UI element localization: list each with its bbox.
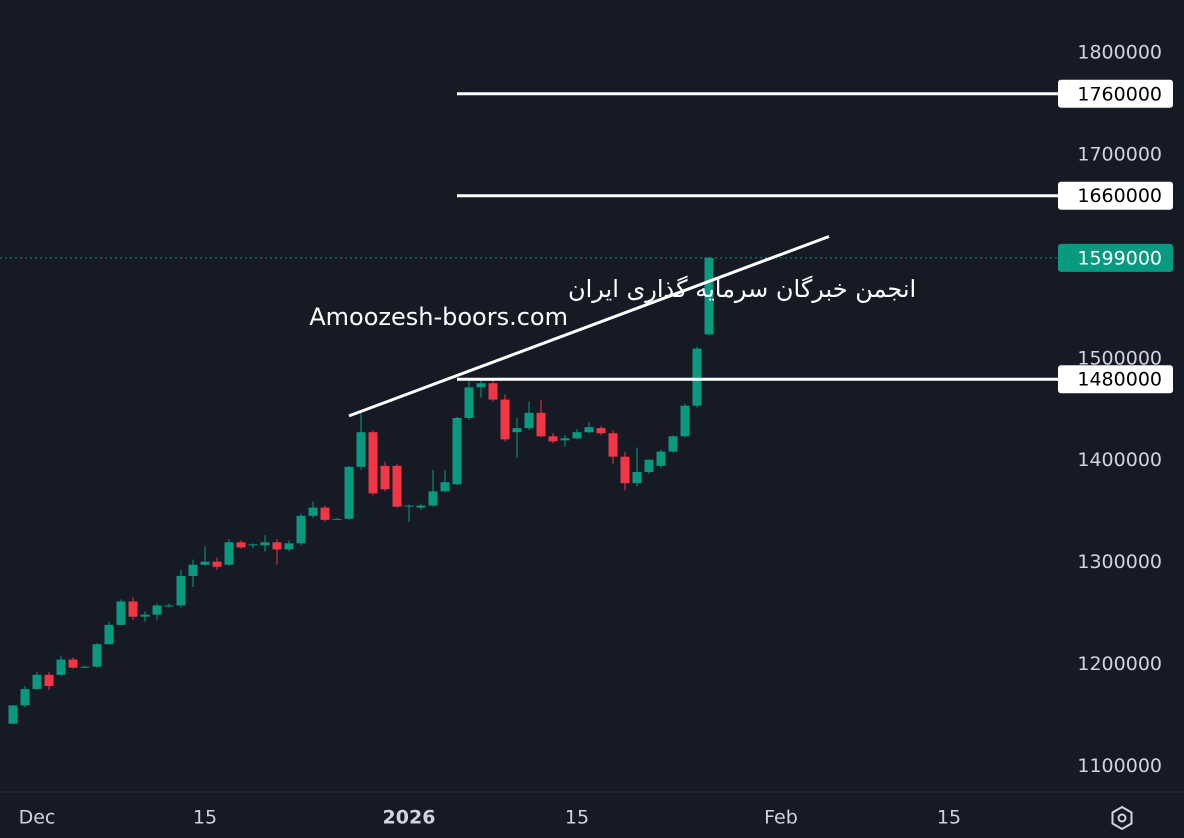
x-tick-label: 15 (937, 807, 961, 829)
y-tick-label: 1100000 (1077, 755, 1162, 777)
candle-body (128, 601, 138, 617)
candle-body (680, 405, 690, 437)
price-box (1058, 181, 1173, 210)
candle-body (704, 257, 714, 335)
candle-body (92, 644, 102, 667)
candle-body (44, 674, 54, 687)
last-price-box (1058, 243, 1173, 272)
candle-body (416, 505, 426, 508)
candle-body (560, 438, 570, 441)
candle-body (236, 542, 246, 548)
candle-body (248, 544, 258, 546)
candle-body (548, 436, 558, 442)
candle-body (296, 515, 306, 544)
candle-body (644, 459, 654, 472)
candle-body (104, 624, 114, 645)
candle-body (164, 605, 174, 607)
candle-body (152, 605, 162, 615)
candle-body (572, 432, 582, 439)
price-label: 1480000 (1077, 369, 1162, 391)
candle-body (500, 399, 510, 440)
x-tick-label: 2026 (383, 807, 436, 829)
last-price-label: 1599000 (1077, 247, 1162, 269)
y-tick-label: 1700000 (1077, 143, 1162, 165)
candle-body (116, 601, 126, 625)
candle-body (56, 659, 66, 675)
price-box (1058, 79, 1173, 108)
y-tick-label: 1800000 (1077, 42, 1162, 64)
candle-body (488, 383, 498, 400)
candle-body (176, 575, 186, 606)
candle-body (140, 614, 150, 617)
candle-body (608, 433, 618, 457)
price-label: 1660000 (1077, 185, 1162, 207)
candle-body (332, 518, 342, 520)
candle-body (464, 387, 474, 418)
trendline (348, 235, 830, 418)
candle-body (440, 482, 450, 492)
candle-body (428, 491, 438, 506)
candle-body (212, 561, 222, 567)
candle-body (392, 465, 402, 507)
candle-body (656, 451, 666, 466)
x-tick-label: Dec (19, 807, 56, 829)
candle-body (224, 542, 234, 565)
plot-area (0, 92, 1058, 724)
candle-body (80, 666, 90, 668)
candle-body (284, 543, 294, 550)
candle-body (260, 542, 270, 546)
candle-body (380, 465, 390, 490)
candle-body (368, 432, 378, 494)
candle-body (536, 412, 546, 437)
candle-body (524, 412, 534, 429)
candle-body (452, 417, 462, 485)
y-tick-label: 1500000 (1077, 347, 1162, 369)
candle-body (356, 432, 366, 467)
candle-body (272, 542, 282, 550)
candle-body (200, 561, 210, 565)
y-tick-label: 1300000 (1077, 551, 1162, 573)
x-tick-label: Feb (764, 807, 798, 829)
candle-body (344, 466, 354, 519)
candle-body (8, 705, 18, 724)
candle-body (20, 689, 30, 706)
x-tick-label: 15 (193, 807, 217, 829)
annotation: انجمن خبرگان سرمایه گذاری ایران (568, 275, 916, 303)
candle-body (404, 505, 414, 507)
annotation: Amoozesh-boors.com (309, 303, 568, 331)
candle-body (584, 427, 594, 433)
candle-body (596, 428, 606, 434)
candle-body (512, 428, 522, 433)
y-tick-label: 1200000 (1077, 653, 1162, 675)
candle-body (632, 471, 642, 484)
price-box (1058, 365, 1173, 394)
candle-body (188, 564, 198, 576)
candle-body (308, 507, 318, 516)
candle-body (620, 456, 630, 484)
candle-body (668, 436, 678, 452)
settings-icon[interactable] (1111, 805, 1133, 831)
x-tick-label: 15 (565, 807, 589, 829)
price-label: 1760000 (1077, 83, 1162, 105)
candle-body (320, 507, 330, 520)
y-tick-label: 1400000 (1077, 449, 1162, 471)
candle-body (692, 348, 702, 406)
candle-body (68, 659, 78, 668)
candle-body (476, 383, 486, 388)
candle-body (32, 674, 42, 690)
